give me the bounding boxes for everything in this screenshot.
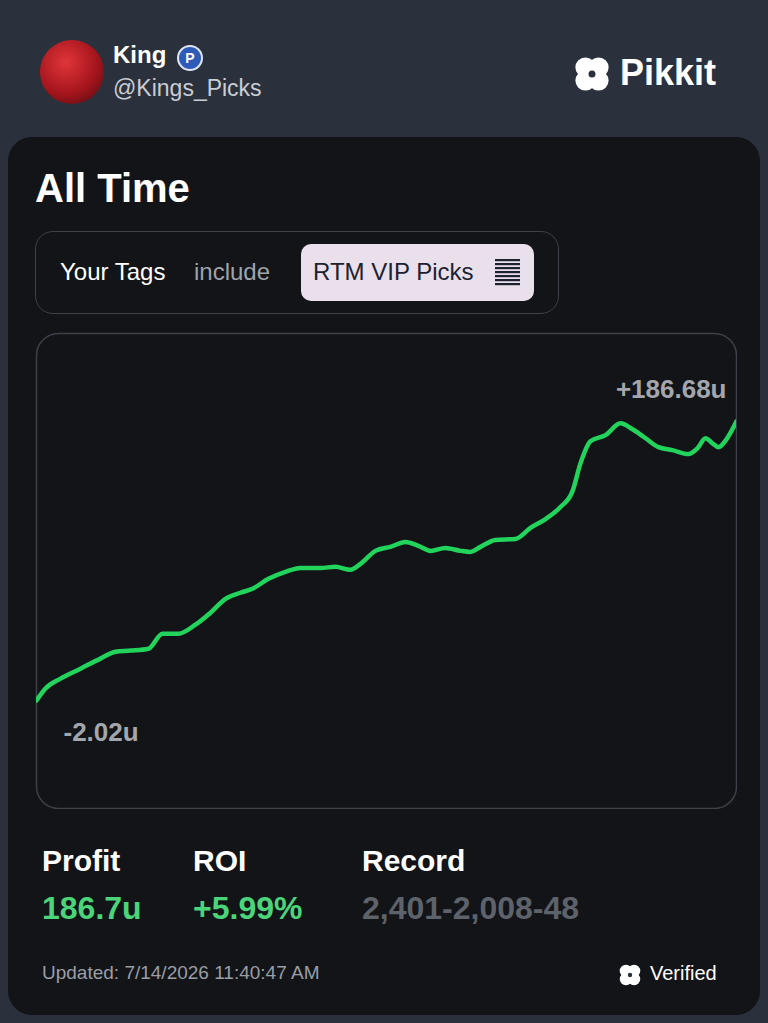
html-text:Profit: Profit: [42, 844, 121, 877]
svg-text:-2.02u: -2.02u: [64, 717, 139, 747]
html-text:Your Tags: Your Tags: [60, 258, 166, 285]
html-text:All Time: All Time: [35, 166, 190, 210]
html-text:@Kings_Picks: @Kings_Picks: [113, 75, 262, 101]
html-text:P: P: [185, 50, 195, 66]
html-text:2,401-2,008-48: 2,401-2,008-48: [362, 890, 580, 926]
html-text:Updated: 7/14/2026 11:40:47 AM: Updated: 7/14/2026 11:40:47 AM: [42, 962, 320, 983]
html-text:Verified: Verified: [650, 962, 717, 984]
svg-text:+186.68u: +186.68u: [616, 374, 727, 404]
html-text:King: King: [113, 41, 167, 68]
html-text:+5.99%: +5.99%: [193, 890, 303, 926]
html-text:Pikkit: Pikkit: [620, 52, 716, 93]
html-text:RTM VIP Picks: RTM VIP Picks: [313, 258, 474, 285]
html-text:Record: Record: [362, 844, 466, 877]
html-text:include: include: [194, 258, 271, 285]
html-text:ROI: ROI: [193, 844, 247, 877]
html-text:186.7u: 186.7u: [42, 890, 142, 926]
